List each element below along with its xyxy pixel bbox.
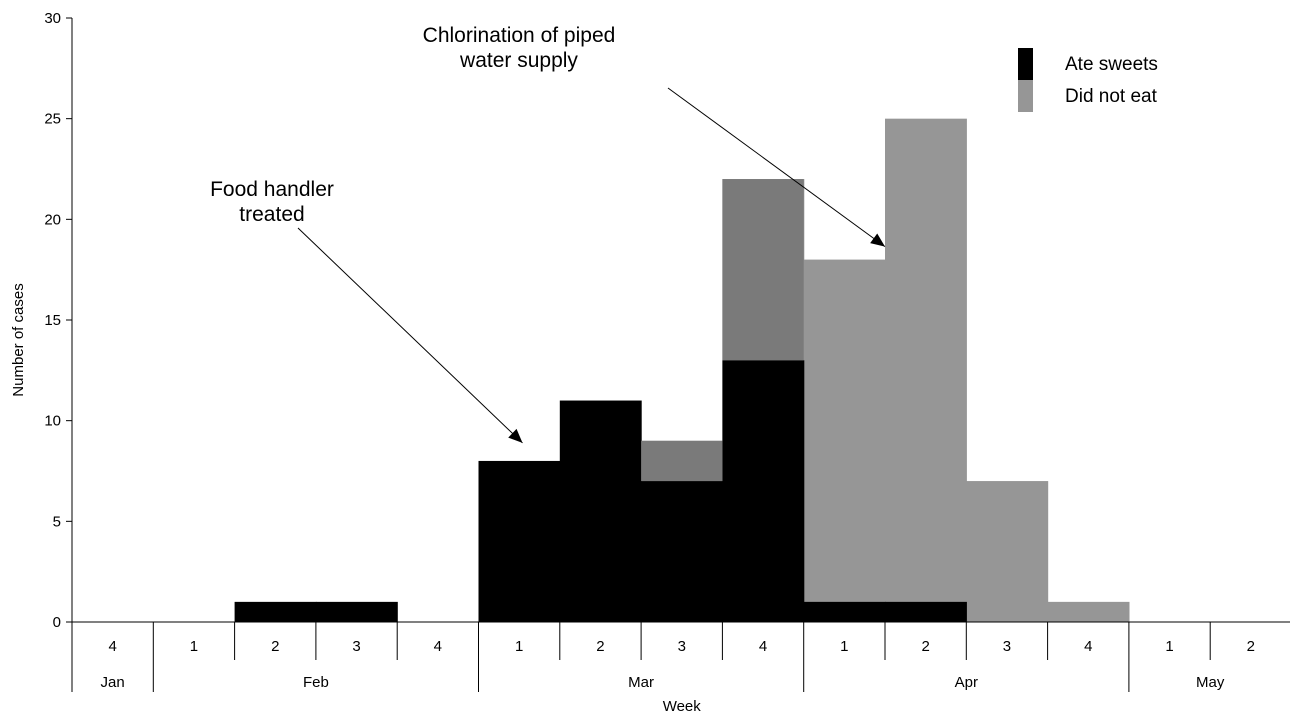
y-tick-label: 15 (44, 312, 61, 329)
legend-label: Ate sweets (1065, 54, 1158, 75)
week-tick-label: 4 (1084, 638, 1092, 655)
month-label: Apr (955, 674, 978, 691)
annotation-arrowhead (870, 233, 885, 247)
bar-did-not-eat (885, 118, 967, 623)
bar-ate-sweets (559, 400, 642, 622)
x-axis-title: Week (663, 698, 702, 715)
bar-did-not-eat (1047, 601, 1130, 622)
week-tick-label: 2 (921, 638, 929, 655)
bar-did-not-eat (803, 259, 886, 622)
annotation-line: Chlorination of piped (423, 24, 616, 47)
month-label: May (1196, 674, 1225, 691)
bar-ate-sweets (885, 601, 967, 622)
month-label: Jan (101, 674, 125, 691)
legend: Ate sweets Did not eat (1018, 48, 1158, 112)
y-tick-label: 20 (44, 211, 61, 228)
annotation-text: Chlorination of piped water supply (423, 24, 616, 72)
legend-swatch (1018, 80, 1033, 112)
bar-ate-sweets (478, 460, 561, 622)
week-tick-label: 2 (271, 638, 279, 655)
bar-ate-sweets (641, 481, 723, 622)
legend-label: Did not eat (1065, 86, 1158, 107)
legend-swatch (1018, 48, 1033, 80)
week-tick-label: 1 (840, 638, 848, 655)
week-tick-label: 2 (596, 638, 604, 655)
week-tick-label: 1 (190, 638, 198, 655)
y-tick-label: 0 (53, 614, 61, 631)
bar-overlap-segment (641, 440, 723, 482)
bar-ate-sweets (803, 601, 886, 622)
bar-ate-sweets (722, 360, 805, 622)
annotation-line: Food handler (210, 178, 334, 201)
week-tick-label: 3 (1003, 638, 1011, 655)
bar-ate-sweets (234, 601, 317, 622)
week-tick-label: 4 (434, 638, 442, 655)
y-axis-title: Number of cases (10, 283, 27, 396)
annotation-line: water supply (459, 49, 578, 72)
month-label: Feb (303, 674, 329, 691)
annotation-line: treated (239, 203, 304, 226)
week-tick-label: 4 (759, 638, 767, 655)
annotation-text: Food handler treated (210, 178, 334, 226)
annotation-arrow-line (297, 227, 523, 444)
y-tick-label: 10 (44, 413, 61, 430)
bars-layer (234, 118, 1130, 623)
annotation-arrowhead (508, 428, 523, 443)
week-tick-label: 4 (108, 638, 116, 655)
week-tick-label: 3 (352, 638, 360, 655)
week-tick-label: 1 (515, 638, 523, 655)
axes-layer: 0 5 10 15 20 25 30 Number of cases 4 1 2 3 4 1 2 3 4 1 2 3 4… (10, 10, 1290, 715)
annotation-arrow-line (667, 87, 886, 248)
bar-ate-sweets (315, 601, 398, 622)
week-tick-label: 3 (678, 638, 686, 655)
month-label: Mar (628, 674, 654, 691)
bar-did-not-eat (966, 481, 1049, 622)
y-tick-label: 5 (53, 513, 61, 530)
annotations-layer: Food handler treated Chlorination of piped… (210, 24, 886, 444)
y-tick-label: 25 (44, 111, 61, 128)
y-tick-label: 30 (44, 10, 61, 27)
bar-overlap-segment (722, 179, 804, 361)
week-tick-label: 2 (1247, 638, 1255, 655)
week-tick-label: 1 (1165, 638, 1173, 655)
